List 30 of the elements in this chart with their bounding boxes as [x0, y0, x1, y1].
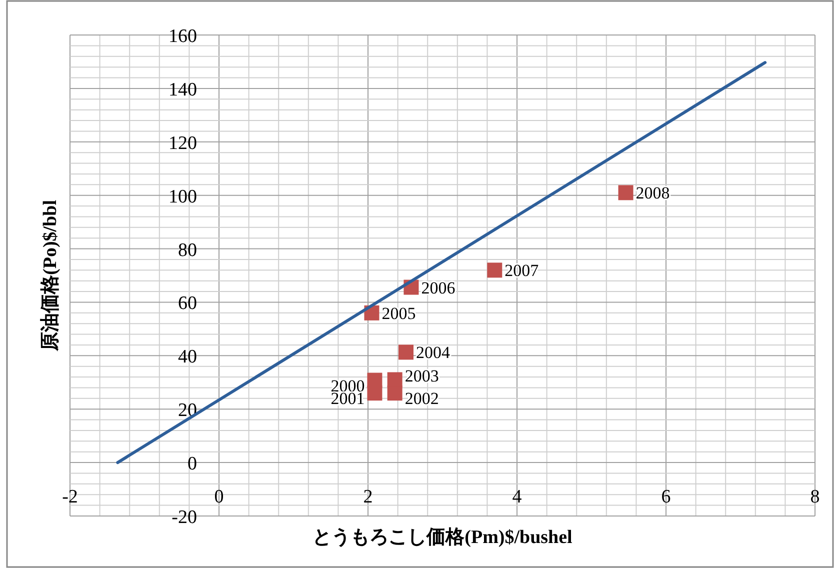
y-tick-label: 140: [168, 79, 197, 100]
point: [487, 262, 502, 278]
x-tick-label: 8: [810, 486, 820, 508]
point: [387, 386, 402, 401]
point: [618, 185, 634, 200]
point: [387, 372, 402, 388]
x-tick-label: 6: [661, 486, 671, 508]
x-tick-label: 4: [512, 486, 522, 508]
y-tick-label: 100: [168, 186, 197, 208]
x-tick-label: -2: [62, 486, 78, 508]
y-tick-label: 80: [178, 240, 197, 261]
x-axis-title: とうもろこし価格(Pm)$/bushel: [312, 527, 572, 548]
y-tick-label: 0: [188, 454, 197, 475]
point: [398, 344, 414, 360]
point: [367, 386, 382, 401]
annotation: 2008: [636, 184, 670, 203]
annotation: 2004: [416, 343, 450, 362]
x-tick-label: 0: [214, 486, 224, 508]
y-tick-label: 120: [168, 132, 197, 154]
annotation: 2007: [504, 261, 540, 280]
annotation: 2002: [404, 389, 439, 408]
y-axis-title: 原油価格(Po)$/bbl: [39, 200, 61, 352]
y-tick-label: 40: [178, 346, 197, 368]
y-tick-label: 160: [168, 26, 197, 47]
x-tick-label: 2: [363, 486, 373, 508]
y-tick-label: 60: [178, 293, 197, 314]
annotation: 2005: [382, 304, 416, 323]
annotation: 2003: [404, 366, 439, 386]
annotation: 2006: [421, 278, 456, 298]
y-tick-label: -20: [172, 507, 197, 528]
